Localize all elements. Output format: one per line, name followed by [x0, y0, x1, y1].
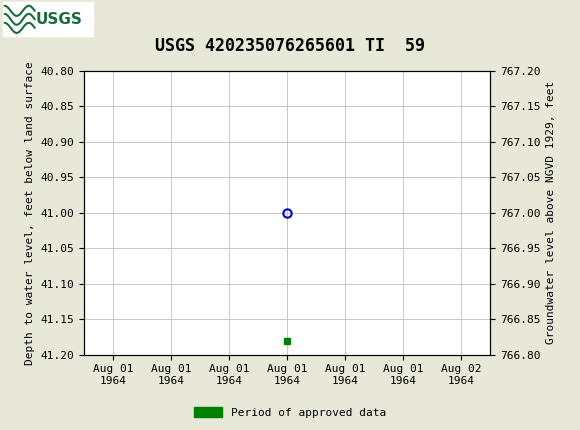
Text: USGS 420235076265601 TI  59: USGS 420235076265601 TI 59 [155, 37, 425, 55]
Bar [3, 2, 93, 37]
Legend: Period of approved data: Period of approved data [190, 403, 390, 422]
Y-axis label: Depth to water level, feet below land surface: Depth to water level, feet below land su… [25, 61, 35, 365]
Y-axis label: Groundwater level above NGVD 1929, feet: Groundwater level above NGVD 1929, feet [546, 81, 556, 344]
Text: USGS: USGS [35, 12, 82, 27]
